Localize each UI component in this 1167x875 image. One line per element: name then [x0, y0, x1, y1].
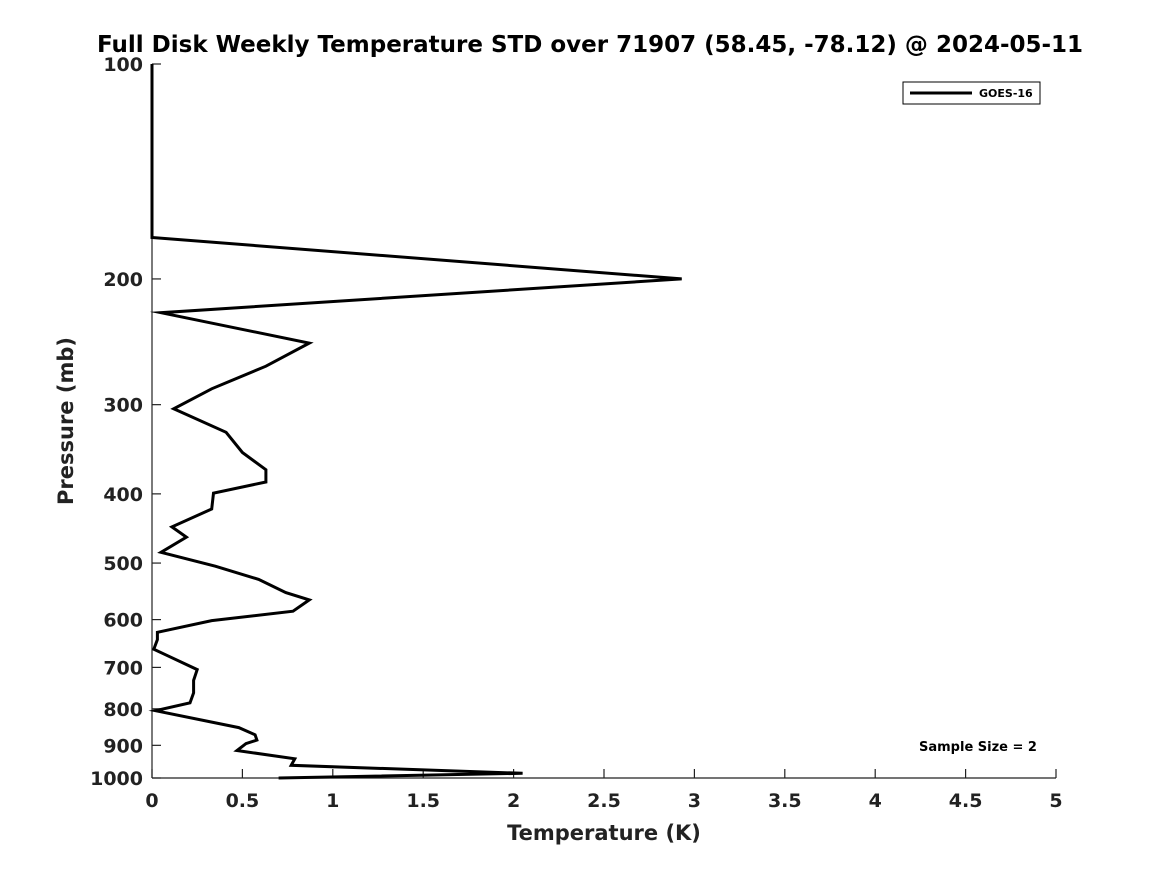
plot-area: 0 0.5 1 1.5 2 2.5 3 3.5 4 4.5 5 100 200 300 400 500 600…	[90, 54, 1063, 812]
x-tick-label: 4.5	[949, 790, 983, 812]
y-tick-label: 200	[103, 269, 143, 291]
sample-size-annotation: Sample Size = 2	[919, 740, 1037, 755]
x-tick-label: 2	[507, 790, 520, 812]
y-tick-label: 900	[103, 735, 143, 757]
x-tick-label: 2.5	[587, 790, 621, 812]
x-tick-label: 4	[869, 790, 882, 812]
y-tick-label: 1000	[90, 768, 143, 790]
y-tick-label: 800	[103, 699, 143, 721]
chart-title: Full Disk Weekly Temperature STD over 71…	[97, 32, 1083, 58]
y-tick-label: 500	[103, 553, 143, 575]
y-tick-label: 400	[103, 484, 143, 506]
x-tick-label: 5	[1049, 790, 1062, 812]
x-axis: 0 0.5 1 1.5 2 2.5 3 3.5 4 4.5 5	[145, 769, 1063, 812]
x-tick-label: 1	[326, 790, 339, 812]
y-tick-label: 100	[103, 54, 143, 76]
series-layer	[148, 64, 682, 780]
x-tick-label: 3	[688, 790, 701, 812]
y-tick-label: 300	[103, 395, 143, 417]
y-tick-label: 700	[103, 657, 143, 679]
y-axis: 100 200 300 400 500 600 700 800 900 1000	[90, 54, 161, 790]
x-tick-label: 3.5	[768, 790, 802, 812]
y-axis-label: Pressure (mb)	[54, 337, 78, 505]
legend: GOES-16	[902, 81, 1041, 105]
y-tick-label: 600	[103, 610, 143, 632]
series-line-goes16	[148, 64, 682, 780]
x-tick-label: 1.5	[406, 790, 440, 812]
x-axis-label: Temperature (K)	[507, 821, 701, 845]
legend-label-goes16: GOES-16	[979, 87, 1033, 100]
x-tick-label: 0.5	[226, 790, 260, 812]
x-tick-label: 0	[145, 790, 158, 812]
